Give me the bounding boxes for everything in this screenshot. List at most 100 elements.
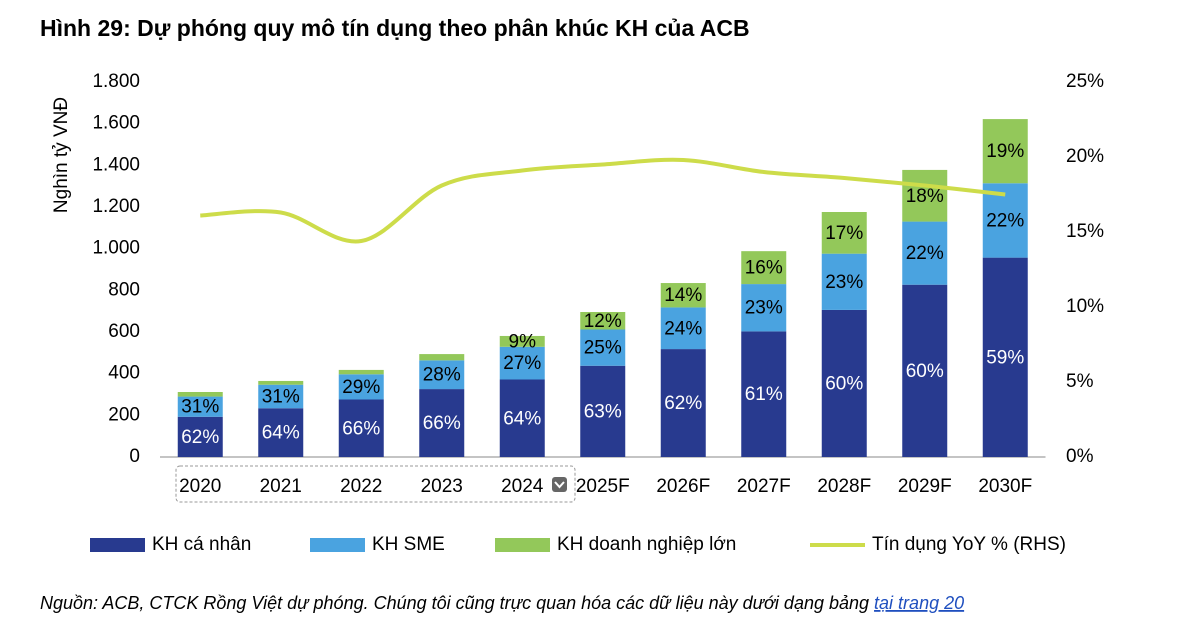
share-label: 14% — [664, 285, 702, 306]
bar-segment — [177, 396, 223, 417]
y2-tick-label: 0% — [1066, 446, 1094, 467]
share-label: 9% — [509, 331, 537, 352]
bar-segment — [499, 379, 545, 457]
bar-segment — [821, 253, 867, 310]
bar-segment — [902, 284, 948, 457]
bar-segment — [258, 408, 304, 457]
share-label: 64% — [262, 423, 300, 444]
chart-title: Hình 29: Dự phóng quy mô tín dụng theo p… — [40, 15, 750, 41]
source-note: Nguồn: ACB, CTCK Rồng Việt dự phóng. Chú… — [40, 593, 964, 613]
bar-segment — [580, 312, 626, 330]
bar-segment — [419, 389, 465, 457]
y-tick-label: 1.000 — [92, 238, 140, 259]
share-label: 18% — [906, 186, 944, 207]
bar-segment — [580, 329, 626, 366]
bar-segment — [982, 183, 1028, 258]
bar-segment — [580, 365, 626, 457]
legend-label: KH SME — [372, 534, 445, 555]
share-label: 61% — [745, 384, 783, 405]
y-tick-label: 1.600 — [92, 113, 140, 134]
share-label: 63% — [584, 401, 622, 422]
y-tick-label: 200 — [108, 404, 140, 425]
share-label: 59% — [986, 347, 1024, 368]
bar-segment — [499, 335, 545, 347]
share-label: 12% — [584, 311, 622, 332]
share-label: 23% — [825, 272, 863, 293]
share-label: 23% — [745, 298, 783, 319]
share-label: 19% — [986, 141, 1024, 162]
share-label: 60% — [906, 361, 944, 382]
share-label: 66% — [342, 418, 380, 439]
bar-segment — [660, 283, 706, 308]
bar-segment — [741, 251, 787, 285]
bar-segment — [982, 257, 1028, 457]
bar-segment — [177, 392, 223, 397]
share-label: 31% — [262, 386, 300, 407]
y-axis-label: Nghìn tỷ VNĐ — [51, 97, 72, 213]
bar-segment — [660, 349, 706, 457]
share-label: 22% — [986, 210, 1024, 231]
share-label: 62% — [664, 393, 702, 414]
y-tick-label: 1.800 — [92, 71, 140, 92]
share-label: 66% — [423, 413, 461, 434]
x-tick-label: 2030F — [978, 476, 1032, 497]
share-label: 29% — [342, 377, 380, 398]
share-label: 62% — [181, 427, 219, 448]
y-tick-label: 800 — [108, 279, 140, 300]
share-label: 27% — [503, 353, 541, 374]
bar-segment — [338, 399, 384, 457]
bar-segment — [902, 221, 948, 285]
yoy-line — [200, 157, 1006, 244]
y2-tick-label: 10% — [1066, 296, 1104, 317]
legend-label: Tín dụng YoY % (RHS) — [872, 534, 1066, 555]
legend-label: KH doanh nghiệp lớn — [557, 534, 736, 555]
bar-segment — [419, 360, 465, 390]
bar-segment — [902, 169, 948, 222]
bar-segment — [660, 307, 706, 350]
bar-segment — [741, 284, 787, 332]
x-tick-label: 2029F — [898, 476, 952, 497]
share-label: 17% — [825, 223, 863, 244]
x-tick-label: 2026F — [656, 476, 710, 497]
y-tick-label: 600 — [108, 321, 140, 342]
y2-tick-label: 25% — [1066, 71, 1104, 92]
x-tick-label: 2021 — [260, 476, 302, 497]
legend-swatch — [310, 538, 365, 552]
share-label: 16% — [745, 258, 783, 279]
dropdown-icon[interactable] — [552, 477, 567, 492]
bar-segment — [499, 346, 545, 380]
y2-tick-label: 15% — [1066, 221, 1104, 242]
source-link[interactable]: tại trang 20 — [874, 593, 964, 613]
source-text: Nguồn: ACB, CTCK Rồng Việt dự phóng. Chú… — [40, 593, 869, 613]
x-tick-label: 2028F — [817, 476, 871, 497]
bar-segment — [258, 384, 304, 409]
x-tick-label: 2022 — [340, 476, 382, 497]
y-tick-label: 1.200 — [92, 196, 140, 217]
bar-segment — [821, 309, 867, 457]
bar-segment — [177, 416, 223, 457]
share-label: 28% — [423, 365, 461, 386]
x-tick-label: 2027F — [737, 476, 791, 497]
dropdown-arrow — [554, 481, 565, 489]
y2-tick-label: 5% — [1066, 371, 1094, 392]
bar-segment — [821, 212, 867, 254]
share-label: 25% — [584, 338, 622, 359]
bar-segment — [419, 354, 465, 361]
x-tick-label: 2023 — [421, 476, 463, 497]
x-tick-label: 2025F — [576, 476, 630, 497]
legend-label: KH cá nhân — [152, 534, 251, 555]
legend-swatch — [495, 538, 550, 552]
y2-tick-label: 20% — [1066, 146, 1104, 167]
y-tick-label: 0 — [129, 446, 140, 467]
bar-segment — [741, 331, 787, 457]
y-tick-label: 400 — [108, 363, 140, 384]
share-label: 31% — [181, 397, 219, 418]
bar-segment — [258, 380, 304, 385]
share-label: 22% — [906, 243, 944, 264]
share-label: 60% — [825, 373, 863, 394]
bar-segment — [982, 119, 1028, 184]
bar-segment — [338, 369, 384, 375]
legend-swatch — [90, 538, 145, 552]
x-tick-label: 2020 — [179, 476, 221, 497]
